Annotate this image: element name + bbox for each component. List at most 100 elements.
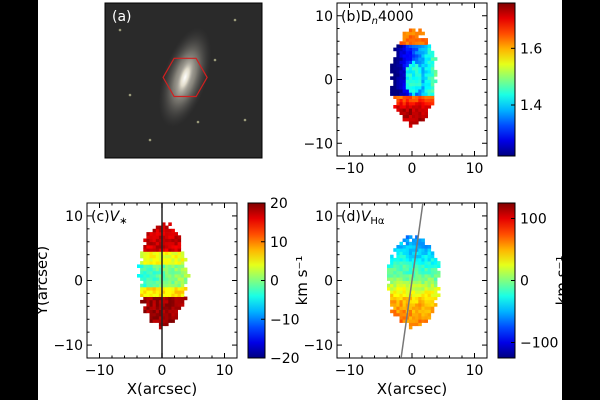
spaxel [418, 257, 422, 262]
spaxel [424, 254, 428, 259]
spaxel [396, 66, 400, 71]
spaxel [430, 296, 435, 301]
spaxel [174, 274, 178, 278]
spaxel [418, 322, 422, 327]
spaxel [402, 319, 407, 323]
spaxel [152, 287, 157, 291]
spaxel [165, 303, 169, 307]
spaxel [399, 277, 403, 281]
spaxel [424, 63, 428, 68]
spaxel [430, 63, 435, 68]
spaxel [415, 82, 419, 87]
spaxel [158, 264, 163, 268]
spaxel [433, 283, 438, 288]
spaxel [140, 290, 144, 294]
spaxel [415, 57, 419, 61]
spaxel [427, 299, 432, 304]
spaxel [402, 287, 407, 291]
spaxel [415, 280, 419, 285]
spaxel [149, 303, 153, 307]
spaxel [427, 283, 432, 288]
spaxel [412, 248, 416, 252]
spaxel [418, 270, 422, 275]
spaxel [427, 306, 432, 310]
spaxel [396, 303, 400, 307]
spaxel [427, 287, 432, 291]
spaxel [399, 264, 403, 268]
spaxel [399, 306, 403, 310]
spaxel [165, 270, 169, 275]
spaxel [143, 251, 147, 255]
spaxel [149, 299, 153, 304]
spaxel [421, 79, 425, 84]
spaxel [393, 299, 397, 304]
spaxel [405, 274, 410, 278]
spaxel [399, 257, 403, 262]
spaxel [152, 245, 157, 249]
spaxel [146, 303, 150, 307]
spaxel [149, 283, 153, 288]
spaxel [180, 299, 185, 304]
y-tick-label: 10 [315, 209, 333, 225]
spaxel [427, 54, 432, 58]
spaxel [174, 309, 178, 314]
spaxel [146, 299, 150, 304]
spaxel [405, 245, 410, 249]
spaxel [412, 105, 416, 109]
spaxel [143, 257, 147, 262]
spaxel [155, 312, 160, 317]
ifu-footprint-hexagon [162, 57, 208, 98]
spaxel [168, 312, 172, 317]
spaxel [427, 274, 432, 278]
spaxel [396, 248, 400, 252]
spaxel [162, 232, 166, 236]
spaxel [183, 270, 188, 275]
spaxel [165, 235, 169, 239]
spaxel [162, 296, 166, 301]
spaxel [171, 283, 175, 288]
spaxel [402, 303, 407, 307]
spaxel [421, 299, 425, 304]
spaxel [396, 270, 400, 275]
spaxel [421, 319, 425, 323]
spaxel [162, 274, 166, 278]
spaxel [412, 316, 416, 320]
spaxel [399, 79, 403, 84]
spaxel [180, 290, 185, 294]
spaxel [408, 101, 413, 106]
spaxel [418, 267, 422, 272]
spaxel [421, 47, 425, 52]
spaxel [177, 283, 182, 288]
spaxel [430, 82, 435, 87]
spaxel [140, 293, 144, 297]
spaxel [152, 270, 157, 275]
spaxel-map-b [390, 28, 438, 128]
colorbar-tick-label: 0 [520, 274, 529, 290]
spaxel [155, 290, 160, 294]
x-tick-label: 0 [408, 363, 417, 379]
spaxel [405, 41, 410, 45]
spaxel-map-c [137, 222, 191, 330]
spaxel [405, 251, 410, 255]
spaxel [165, 287, 169, 291]
spaxel [168, 280, 172, 285]
spaxel [427, 89, 432, 93]
spaxel [421, 89, 425, 93]
spaxel [421, 82, 425, 87]
spaxel [433, 261, 438, 265]
spaxel [171, 254, 175, 259]
spaxel [143, 309, 147, 314]
spaxel [424, 296, 428, 301]
spaxel [408, 66, 413, 71]
spaxel [421, 316, 425, 320]
spaxel [418, 111, 422, 115]
spaxel [412, 293, 416, 297]
spaxel [158, 251, 163, 255]
spaxel [168, 270, 172, 275]
spaxel [393, 283, 397, 288]
spaxel [174, 248, 178, 252]
spaxel [421, 108, 425, 112]
spaxel [412, 299, 416, 304]
spaxel [405, 261, 410, 265]
spaxel [396, 245, 400, 249]
